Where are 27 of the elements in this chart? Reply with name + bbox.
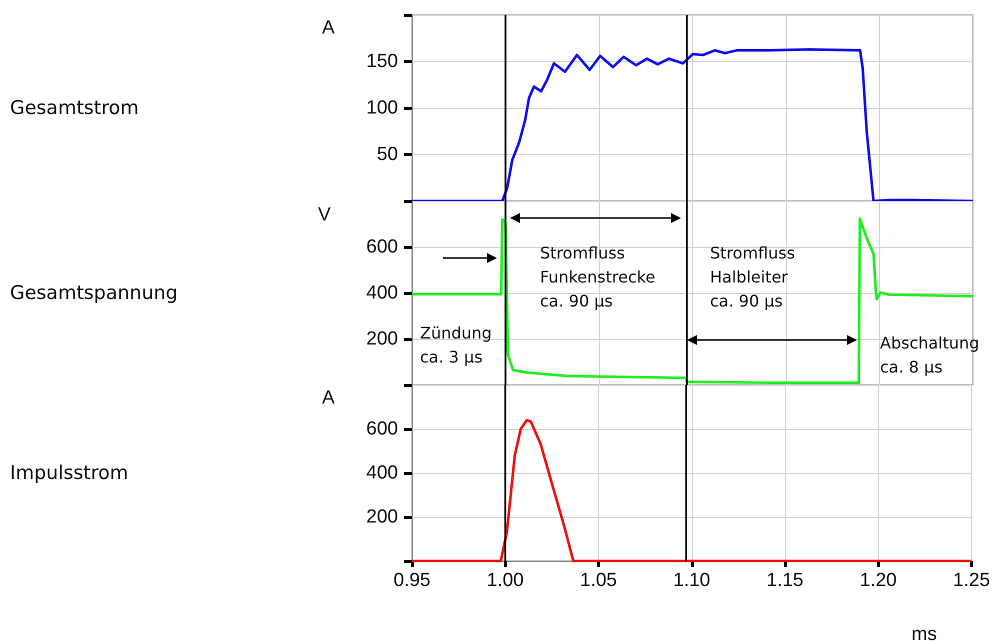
y-tick-label: 600 <box>366 418 398 440</box>
annotation: Abschaltung ca. 8 µs <box>880 334 980 376</box>
annotation: Zündung ca. 3 µs <box>420 324 492 366</box>
x-tick-label: 0.95 <box>394 570 430 591</box>
x-tick-label: 1.15 <box>766 570 804 591</box>
y-tick-label: 200 <box>366 328 398 350</box>
x-tick-label: 1.20 <box>860 570 897 591</box>
y-axis-title: Gesamtspannung <box>10 282 178 304</box>
text: V <box>318 204 331 226</box>
x-tick-label: 1.10 <box>673 570 710 591</box>
y-tick-label: 600 <box>366 236 398 258</box>
y-axis-title: Impulsstrom <box>10 462 128 484</box>
y-axis-title: Gesamtstrom <box>10 97 139 119</box>
text: A <box>322 388 335 408</box>
x-tick-label: 1.05 <box>580 570 617 591</box>
y-tick-label: 400 <box>366 282 398 304</box>
x-tick-label: 1.25 <box>953 570 990 591</box>
x-tick-label: 1.00 <box>486 570 524 591</box>
y-tick-label: 400 <box>366 462 398 484</box>
text: A <box>322 18 335 38</box>
y-tick-label: 150 <box>366 51 398 72</box>
x-axis-title: ms <box>912 624 937 644</box>
y-tick-label: 100 <box>366 98 398 118</box>
annotation: Stromfluss Halbleiter ca. 90 µs <box>710 244 795 310</box>
y-tick-label: 200 <box>366 506 398 528</box>
y-tick-label: 50 <box>376 144 398 165</box>
annotation: Stromfluss Funkenstrecke ca. 90 µs <box>540 244 656 310</box>
